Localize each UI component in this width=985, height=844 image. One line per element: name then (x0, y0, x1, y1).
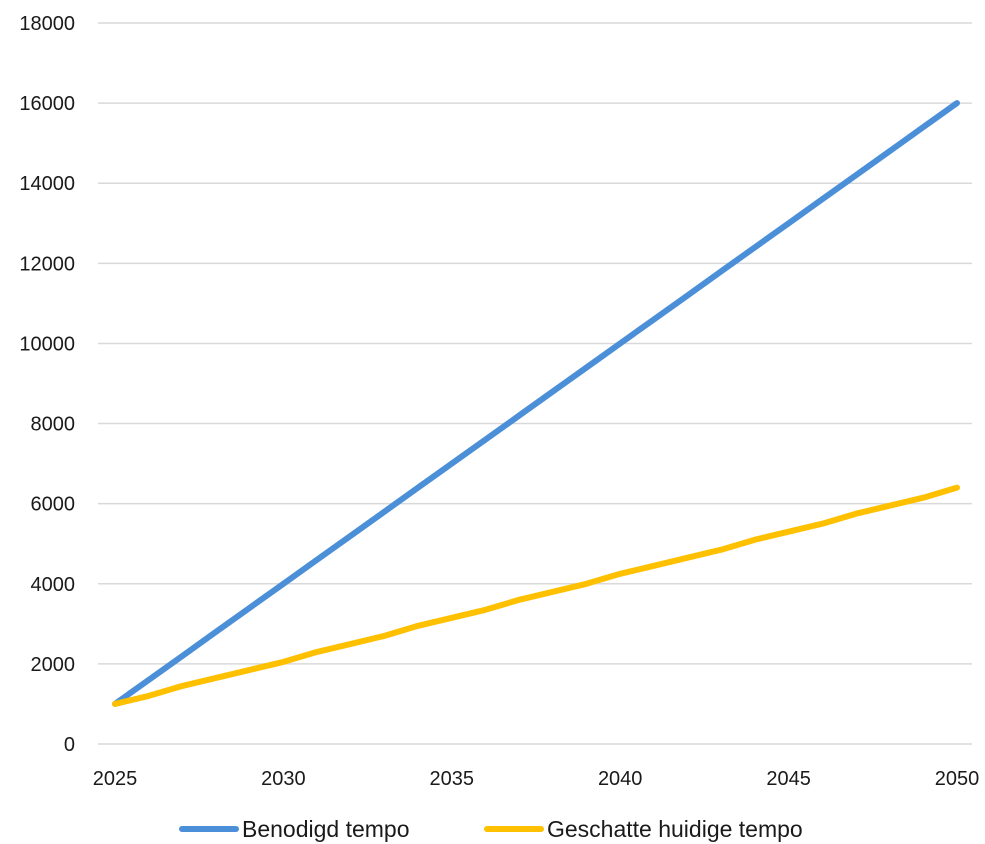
y-axis-ticks: 0 2000 4000 6000 8000 10000 12000 14000 16000 180… (19, 13, 75, 756)
x-tick-label: 2050 (935, 768, 980, 790)
series-lines (112, 100, 960, 707)
y-tick-label: 6000 (31, 494, 76, 516)
x-axis-ticks: 2025 2030 2035 2040 2045 2050 (93, 768, 980, 790)
x-tick-label: 2025 (93, 768, 138, 790)
legend-label: Geschatte huidige tempo (547, 816, 803, 842)
y-tick-label: 18000 (19, 13, 75, 35)
series-line-2 (112, 484, 960, 707)
x-tick-label: 2030 (261, 768, 306, 790)
x-tick-label: 2045 (766, 768, 811, 790)
x-tick-label: 2040 (598, 768, 643, 790)
y-tick-label: 8000 (31, 414, 76, 436)
y-tick-label: 10000 (19, 333, 75, 355)
y-tick-label: 4000 (31, 574, 76, 596)
series-line-1 (112, 100, 960, 707)
y-tick-label: 16000 (19, 93, 75, 115)
legend: Benodigd tempo Geschatte huidige tempo (179, 816, 803, 842)
gridlines (98, 22, 972, 745)
y-tick-label: 14000 (19, 173, 75, 195)
y-tick-label: 12000 (19, 253, 75, 275)
legend-label: Benodigd tempo (242, 816, 410, 842)
y-tick-label: 0 (64, 734, 75, 756)
x-tick-label: 2035 (430, 768, 475, 790)
y-tick-label: 2000 (31, 654, 76, 676)
